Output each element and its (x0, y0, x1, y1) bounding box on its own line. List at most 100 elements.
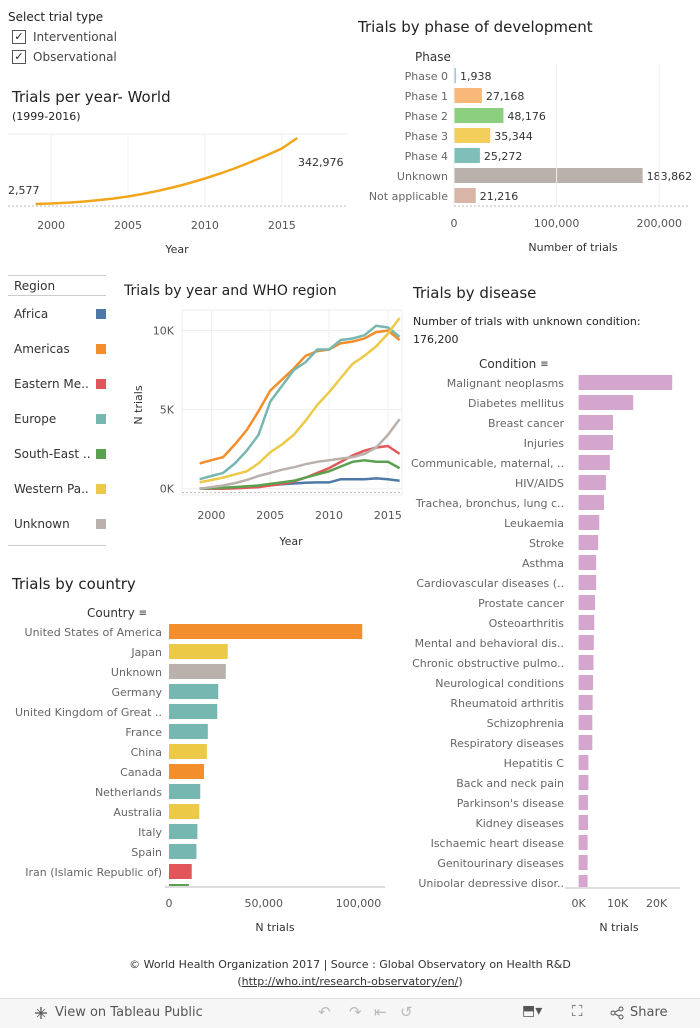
country-bar (168, 644, 228, 659)
disease-label: Breast cancer (488, 417, 564, 430)
legend-item[interactable]: South-East .. (14, 436, 106, 471)
legend-item[interactable]: Europe (14, 401, 106, 436)
legend-item[interactable]: Eastern Me.. (14, 366, 106, 401)
x-tick-label: 2005 (114, 219, 142, 232)
trials-per-year-chart[interactable]: 2,577 342,976 2000 2005 2010 2015 Year (0, 128, 350, 258)
phase-value-label: 1,938 (460, 70, 492, 83)
legend-item[interactable]: Unknown (14, 506, 106, 541)
link-open-paren: ( (237, 975, 242, 988)
observational-checkbox[interactable]: ✓ Observational (12, 47, 117, 67)
legend-label: Eastern Me.. (14, 376, 89, 391)
trials-per-year-subtitle: (1999-2016) (12, 110, 81, 123)
x-tick-label: 2000 (37, 219, 65, 232)
share-button[interactable]: Share (610, 1005, 668, 1020)
phase-label: Phase 3 (405, 130, 448, 143)
legend-swatch (96, 448, 106, 459)
region-legend: Region Africa Americas Eastern Me.. Europe S… (8, 275, 106, 546)
country-bar (168, 764, 205, 779)
refresh-icon[interactable]: ↺ (400, 1003, 413, 1021)
start-value-label: 2,577 (8, 184, 40, 197)
region-line-5 (199, 317, 401, 484)
phase-header: Phase (415, 50, 451, 64)
legend-label: Americas (14, 341, 70, 356)
unknown-condition-value: 176,200 (413, 333, 459, 346)
phase-bar (454, 128, 491, 143)
disease-title: Trials by disease (413, 284, 537, 302)
country-header[interactable]: Country ≡ (87, 606, 147, 620)
tableau-logo-icon (35, 1006, 47, 1019)
country-bar (168, 824, 198, 839)
condition-header[interactable]: Condition ≡ (479, 357, 549, 371)
download-icon[interactable]: ⬒▾ (522, 1003, 543, 1019)
legend-item[interactable]: Western Pa.. (14, 471, 106, 506)
sort-icon[interactable]: ≡ (540, 358, 549, 370)
region-line-4 (199, 458, 401, 490)
trials-per-year-title: Trials per year- World (12, 88, 171, 106)
country-bar (168, 784, 201, 799)
world-trials-line (35, 136, 298, 206)
undo-icon[interactable]: ↶ (318, 1003, 331, 1021)
footer-credit: © World Health Organization 2017 | Sourc… (0, 956, 700, 990)
disease-bar (578, 755, 589, 770)
legend-swatch (96, 413, 106, 424)
disease-bar (578, 595, 596, 610)
phase-chart[interactable]: Phase 0 1,938 Phase 1 27,168 Phase 2 48,176 Ph… (350, 64, 700, 260)
x-tick-label: 100,000 (336, 897, 382, 910)
phase-label: Not applicable (369, 190, 448, 203)
country-header-label: Country (87, 606, 135, 620)
disease-label: Injuries (524, 437, 565, 450)
disease-bar (578, 455, 610, 470)
country-title: Trials by country (12, 575, 136, 593)
view-on-tableau-button[interactable]: View on Tableau Public (34, 1005, 203, 1020)
checkbox-check-icon: ✓ (12, 30, 26, 44)
legend-item[interactable]: Americas (14, 331, 106, 366)
phase-bar (454, 188, 476, 203)
source-link-line: (http://who.int/research-observatory/en/… (0, 973, 700, 990)
region-chart[interactable]: 0K 5K 10K 2000 2005 2010 2015 N trials Year (120, 305, 405, 555)
legend-swatch (96, 308, 106, 319)
x-axis-title: N trials (255, 921, 294, 934)
country-bar (168, 704, 218, 719)
country-label: United States of America (25, 626, 162, 639)
country-bar (168, 844, 197, 859)
y-axis-title: N trials (132, 385, 145, 424)
phase-label: Phase 1 (405, 90, 448, 103)
x-tick-label: 200,000 (636, 217, 682, 230)
phase-value-label: 21,216 (480, 190, 519, 203)
revert-icon[interactable]: ⇤ (374, 1003, 387, 1021)
disease-bar (578, 715, 593, 730)
disease-bar (578, 815, 588, 830)
legend-swatch (96, 378, 106, 389)
credit-text: © World Health Organization 2017 | Sourc… (129, 958, 571, 971)
sort-icon[interactable]: ≡ (138, 607, 148, 619)
view-on-tableau-label: View on Tableau Public (55, 1005, 203, 1020)
disease-label: Communicable, maternal, .. (411, 457, 564, 470)
redo-icon[interactable]: ↷ (349, 1003, 362, 1021)
phase-bar (454, 168, 643, 183)
disease-label: Asthma (522, 557, 564, 570)
trial-type-filter: Select trial type ✓ Interventional ✓ Obs… (8, 10, 117, 67)
disease-label: Chronic obstructive pulmo.. (412, 657, 564, 670)
source-link[interactable]: http://who.int/research-observatory/en/ (241, 975, 459, 988)
interventional-checkbox[interactable]: ✓ Interventional (12, 27, 117, 47)
disease-label: Hepatitis C (504, 757, 565, 770)
disease-bar (578, 575, 597, 590)
disease-chart[interactable]: Malignant neoplasms Diabetes mellitus Brea… (400, 373, 700, 940)
unknown-condition-label: Number of trials with unknown condition: (413, 315, 641, 328)
legend-item[interactable]: Africa (14, 296, 106, 331)
disease-bar (578, 655, 594, 670)
country-label: China (131, 746, 162, 759)
region-line-1 (199, 329, 401, 465)
country-label: Spain (131, 846, 162, 859)
x-tick-label: 2015 (374, 509, 402, 522)
disease-label: Schizophrenia (487, 717, 564, 730)
condition-header-label: Condition (479, 357, 537, 371)
x-axis-title: Year (164, 243, 189, 256)
disease-bar (578, 855, 588, 870)
legend-swatch (96, 518, 106, 529)
x-tick-label: 2015 (268, 219, 296, 232)
fullscreen-icon[interactable]: ⛶ (572, 1002, 583, 1020)
phase-bar (454, 148, 480, 163)
country-chart[interactable]: United States of America Japan Unknown Germ… (0, 622, 400, 940)
disease-label: HIV/AIDS (515, 477, 564, 490)
